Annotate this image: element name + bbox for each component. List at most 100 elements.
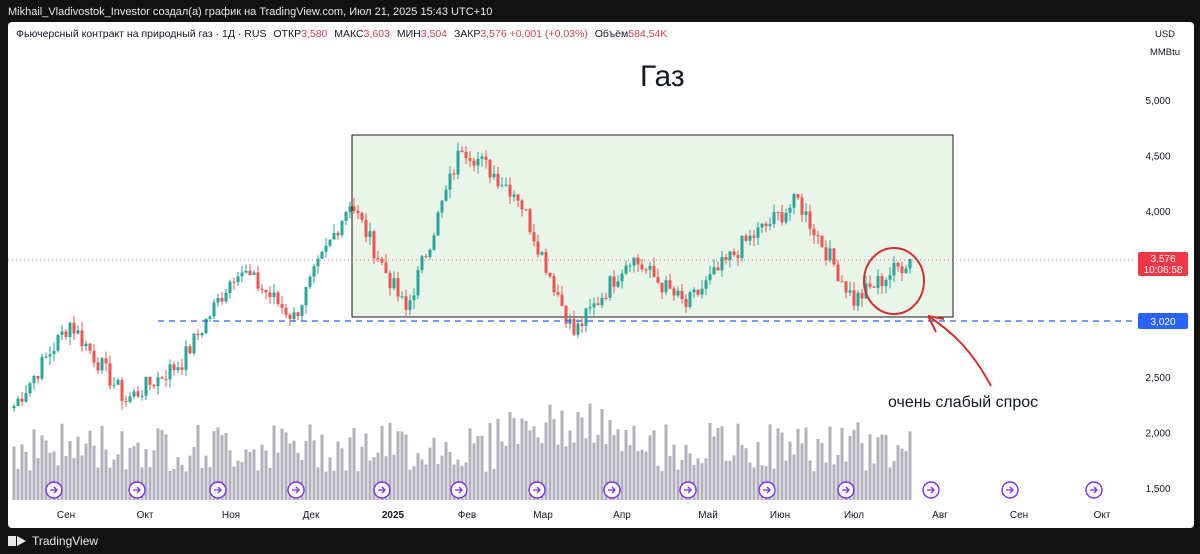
event-marker-icon[interactable] bbox=[758, 481, 776, 499]
event-marker-icon[interactable] bbox=[1085, 481, 1103, 499]
volume-bar bbox=[408, 469, 412, 500]
volume-bar bbox=[296, 452, 300, 500]
event-marker-icon[interactable] bbox=[128, 481, 146, 499]
event-marker-icon[interactable] bbox=[373, 481, 391, 499]
footer: TradingView bbox=[8, 530, 98, 552]
candle-body bbox=[424, 256, 428, 258]
candle-body bbox=[884, 279, 888, 287]
volume-bar bbox=[376, 452, 380, 500]
time-axis[interactable]: Сен Окт Ноя Дек 2025 Фев Мар Апр Май Июн Июл Авг Сен… bbox=[57, 510, 1111, 521]
volume-bar bbox=[264, 450, 268, 500]
volume-bar bbox=[352, 427, 356, 500]
volume-bar bbox=[80, 455, 84, 500]
event-marker-icon[interactable] bbox=[450, 481, 468, 499]
volume-bar bbox=[744, 448, 748, 500]
candle-body bbox=[88, 343, 92, 351]
event-marker-icon[interactable] bbox=[922, 481, 940, 499]
candle-body bbox=[808, 211, 812, 229]
candle-body bbox=[204, 319, 208, 334]
volume-bar bbox=[96, 467, 100, 500]
volume-bar bbox=[240, 461, 244, 500]
volume-bar bbox=[892, 461, 896, 500]
price-chart[interactable]: 5,0004,5004,0003,5003,0002,5002,0001,500… bbox=[8, 22, 1194, 528]
volume-bar bbox=[556, 444, 560, 500]
currency-label[interactable]: USD bbox=[1154, 29, 1176, 40]
unit-label[interactable]: MMBtu bbox=[1149, 47, 1181, 58]
chart-frame: Фьючерсный контракт на природный газ · 1… bbox=[8, 22, 1194, 528]
support-tag: 3,020 bbox=[1138, 313, 1188, 329]
volume-bar bbox=[340, 448, 344, 500]
event-marker-icon[interactable] bbox=[1001, 481, 1019, 499]
candle-body bbox=[300, 305, 304, 317]
volume-bar bbox=[396, 431, 400, 500]
volume-bar bbox=[572, 442, 576, 500]
open-value: 3,580 bbox=[301, 28, 328, 40]
range-box bbox=[351, 134, 954, 318]
candle-body bbox=[552, 276, 556, 293]
volume-bar bbox=[436, 463, 440, 500]
volume-bar bbox=[452, 464, 456, 500]
volume-value: 584,54K bbox=[628, 28, 668, 40]
event-marker-icon[interactable] bbox=[679, 481, 697, 499]
candle-body bbox=[196, 333, 200, 336]
candle-body bbox=[388, 273, 392, 289]
y-tick-label: 4,000 bbox=[1145, 207, 1170, 218]
volume-bar bbox=[640, 449, 644, 500]
unit-selector[interactable]: USD MMBtu bbox=[1142, 26, 1188, 66]
candle-body bbox=[696, 289, 700, 295]
volume-bar bbox=[756, 441, 760, 500]
candle-body bbox=[104, 358, 108, 364]
event-marker-icon[interactable] bbox=[528, 481, 546, 499]
volume-bar bbox=[368, 460, 372, 500]
event-marker-icon[interactable] bbox=[603, 481, 621, 499]
y-tick-label: 1,500 bbox=[1145, 484, 1170, 495]
volume-bar bbox=[68, 441, 72, 500]
event-marker-icon[interactable] bbox=[209, 481, 227, 499]
symbol-legend: Фьючерсный контракт на природный газ · 1… bbox=[16, 28, 667, 40]
y-tick-label: 5,000 bbox=[1145, 96, 1170, 107]
candle-body bbox=[504, 184, 508, 186]
candle-body bbox=[160, 377, 164, 379]
x-tick-label: Окт bbox=[137, 510, 154, 521]
event-marker-icon[interactable] bbox=[837, 481, 855, 499]
volume-bar bbox=[700, 463, 704, 500]
candle-body bbox=[576, 323, 580, 335]
candle-body bbox=[472, 160, 476, 166]
candle-body bbox=[408, 300, 412, 310]
close-value: 3,576 bbox=[480, 28, 507, 40]
volume-bar bbox=[300, 460, 304, 500]
volume-bar bbox=[768, 424, 772, 500]
event-marker-icon[interactable] bbox=[287, 481, 305, 499]
volume-bar bbox=[856, 422, 860, 500]
annotation-text: очень слабый спрос bbox=[888, 394, 1039, 411]
volume-bar bbox=[480, 435, 484, 500]
volume-bar bbox=[676, 469, 680, 500]
volume-bar bbox=[472, 443, 476, 500]
volume-bar bbox=[48, 452, 52, 500]
volume-bar bbox=[620, 451, 624, 500]
candle-body bbox=[400, 296, 404, 298]
candle-body bbox=[728, 251, 732, 260]
candle-body bbox=[56, 334, 60, 351]
volume-bar bbox=[712, 436, 716, 500]
volume-bar bbox=[372, 457, 376, 500]
candle-body bbox=[876, 276, 880, 288]
candle-body bbox=[288, 314, 292, 319]
candle-body bbox=[692, 289, 696, 293]
event-marker-icon[interactable] bbox=[45, 481, 63, 499]
volume-bar bbox=[16, 468, 20, 500]
candle-body bbox=[528, 209, 532, 233]
candle-body bbox=[480, 156, 484, 159]
volume-bar bbox=[584, 438, 588, 500]
chart-title: Газ bbox=[640, 60, 685, 93]
volume-bar bbox=[760, 465, 764, 500]
volume-bar bbox=[616, 429, 620, 500]
candle-body bbox=[812, 228, 816, 236]
candle-body bbox=[640, 264, 644, 270]
volume-bar bbox=[468, 428, 472, 500]
volume-bar bbox=[884, 435, 888, 500]
volume-bar bbox=[324, 471, 328, 500]
volume-bar bbox=[136, 442, 140, 500]
x-tick-label: 2025 bbox=[382, 510, 405, 521]
